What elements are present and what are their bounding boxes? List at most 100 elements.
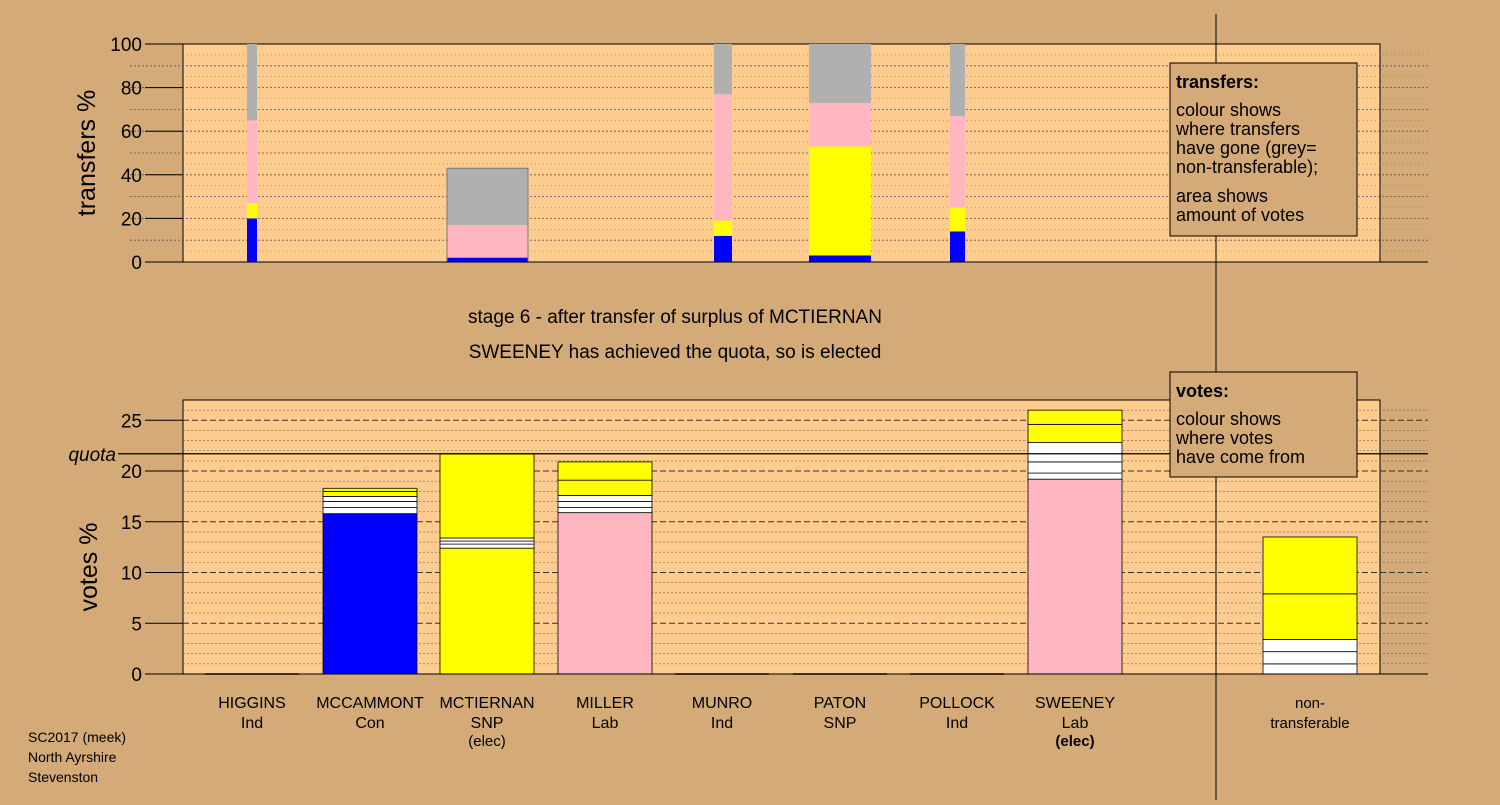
transfers-y-tick-label: 20 bbox=[121, 209, 142, 230]
transfers-legend-line: where transfers bbox=[1175, 119, 1300, 139]
vote-bar-segment bbox=[1027, 409, 1123, 425]
vote-bar-segment bbox=[1027, 423, 1123, 444]
footer-line-3: Stevenston bbox=[28, 769, 98, 785]
nontransferable-label: transferable bbox=[1270, 715, 1349, 732]
candidate-name: MILLER bbox=[576, 695, 634, 712]
candidate-party: Ind bbox=[946, 715, 968, 732]
candidate-name: MCCAMMONT bbox=[316, 695, 424, 712]
vote-bar-segment bbox=[557, 507, 653, 514]
vote-bar-segment bbox=[439, 540, 535, 545]
transfer-bar-segment bbox=[247, 203, 257, 219]
vote-bar-segment bbox=[557, 479, 653, 496]
transfers-legend-line: non-transferable); bbox=[1176, 157, 1318, 177]
candidate-party: Con bbox=[355, 715, 384, 732]
votes-y-axis-label: votes % bbox=[75, 523, 103, 612]
transfer-bar-segment bbox=[714, 44, 732, 95]
votes-y-tick-label: 25 bbox=[121, 411, 142, 432]
votes-legend-line: colour shows bbox=[1176, 409, 1281, 429]
candidate-name: SWEENEY bbox=[1035, 695, 1115, 712]
candidate-party: SNP bbox=[471, 715, 504, 732]
stage-note: SWEENEY has achieved the quota, so is el… bbox=[469, 342, 882, 363]
transfers-legend-line: have gone (grey= bbox=[1176, 138, 1317, 158]
vote-bar-segment bbox=[1027, 472, 1123, 480]
transfers-y-axis-label: transfers % bbox=[73, 90, 101, 216]
candidate-name: PATON bbox=[814, 695, 866, 712]
transfers-legend-box bbox=[1169, 62, 1358, 237]
candidate-party: Ind bbox=[711, 715, 733, 732]
transfers-y-tick-label: 40 bbox=[121, 166, 142, 187]
transfer-bar-segment bbox=[950, 44, 965, 116]
candidate-party: Ind bbox=[241, 715, 263, 732]
quota-label: quota bbox=[68, 445, 116, 466]
nontransferable-bar-segment bbox=[1262, 663, 1358, 675]
vote-bar-segment bbox=[322, 490, 418, 497]
transfer-bar-segment bbox=[950, 115, 965, 208]
transfers-y-tick-label: 0 bbox=[131, 253, 142, 274]
votes-legend-line: have come from bbox=[1176, 447, 1305, 467]
candidate-elected-marker: (elec) bbox=[468, 733, 506, 750]
transfers-legend-line: amount of votes bbox=[1176, 205, 1304, 225]
transfer-bar-segment bbox=[247, 120, 257, 204]
transfer-bar-segment bbox=[714, 94, 732, 221]
transfer-bar-segment bbox=[447, 257, 528, 262]
vote-bar-segment bbox=[322, 513, 418, 675]
transfer-bar-segment bbox=[809, 255, 871, 262]
vote-bar-segment bbox=[1027, 461, 1123, 474]
votes-legend-box bbox=[1169, 371, 1358, 478]
nontransferable-bar-segment bbox=[1262, 593, 1358, 640]
nontransferable-bar-segment bbox=[1262, 536, 1358, 595]
vote-bar-segment bbox=[322, 507, 418, 515]
vote-bar-segment bbox=[439, 537, 535, 542]
transfers-y-tick-label: 60 bbox=[121, 122, 142, 143]
candidate-name: MUNRO bbox=[692, 695, 752, 712]
vote-bar-segment bbox=[1027, 442, 1123, 463]
candidate-party: Lab bbox=[1062, 715, 1089, 732]
vote-bar-segment bbox=[322, 501, 418, 508]
footer-line-2: North Ayrshire bbox=[28, 749, 117, 765]
footer-line-1: SC2017 (meek) bbox=[28, 729, 126, 745]
vote-bar-segment bbox=[1027, 478, 1123, 675]
transfer-bar-segment bbox=[247, 44, 257, 121]
stage-title: stage 6 - after transfer of surplus of M… bbox=[468, 307, 882, 328]
vote-bar-segment bbox=[557, 501, 653, 508]
transfer-bar-segment bbox=[950, 207, 965, 232]
votes-y-tick-label: 0 bbox=[131, 665, 142, 686]
candidate-name: MCTIERNAN bbox=[439, 695, 534, 712]
candidate-elected-marker: (elec) bbox=[1055, 733, 1094, 750]
transfer-bar-segment bbox=[714, 220, 732, 236]
nontransferable-label: non- bbox=[1295, 695, 1325, 712]
transfer-bar-segment bbox=[809, 44, 871, 103]
votes-legend-line: where votes bbox=[1175, 428, 1273, 448]
votes-legend-title: votes: bbox=[1176, 381, 1229, 401]
votes-y-tick-label: 20 bbox=[121, 462, 142, 483]
transfers-legend-title: transfers: bbox=[1176, 72, 1259, 92]
transfer-bar-segment bbox=[447, 224, 528, 258]
vote-bar-segment bbox=[322, 496, 418, 502]
transfers-y-tick-label: 100 bbox=[110, 35, 142, 56]
transfers-legend-line: area shows bbox=[1176, 186, 1268, 206]
vote-bar-segment bbox=[322, 487, 418, 492]
transfers-y-tick-label: 80 bbox=[121, 79, 142, 100]
vote-bar-segment bbox=[439, 547, 535, 675]
transfer-bar-segment bbox=[247, 218, 257, 262]
transfer-bar-segment bbox=[809, 102, 871, 147]
votes-y-tick-label: 10 bbox=[121, 564, 142, 585]
transfer-bar-segment bbox=[950, 231, 965, 262]
votes-y-tick-label: 15 bbox=[121, 513, 142, 534]
transfer-bar-segment bbox=[809, 146, 871, 256]
votes-y-tick-label: 5 bbox=[131, 614, 142, 635]
nontransferable-bar-segment bbox=[1262, 651, 1358, 665]
vote-bar-segment bbox=[439, 453, 535, 539]
candidate-name: HIGGINS bbox=[218, 695, 286, 712]
nontransferable-bar-segment bbox=[1262, 639, 1358, 653]
candidate-party: Lab bbox=[592, 715, 619, 732]
vote-bar-segment bbox=[557, 461, 653, 481]
transfers-legend-line: colour shows bbox=[1176, 100, 1281, 120]
vote-bar-segment bbox=[557, 494, 653, 502]
transfer-bar-segment bbox=[447, 168, 528, 225]
vote-bar-segment bbox=[439, 543, 535, 549]
candidate-name: POLLOCK bbox=[919, 695, 995, 712]
